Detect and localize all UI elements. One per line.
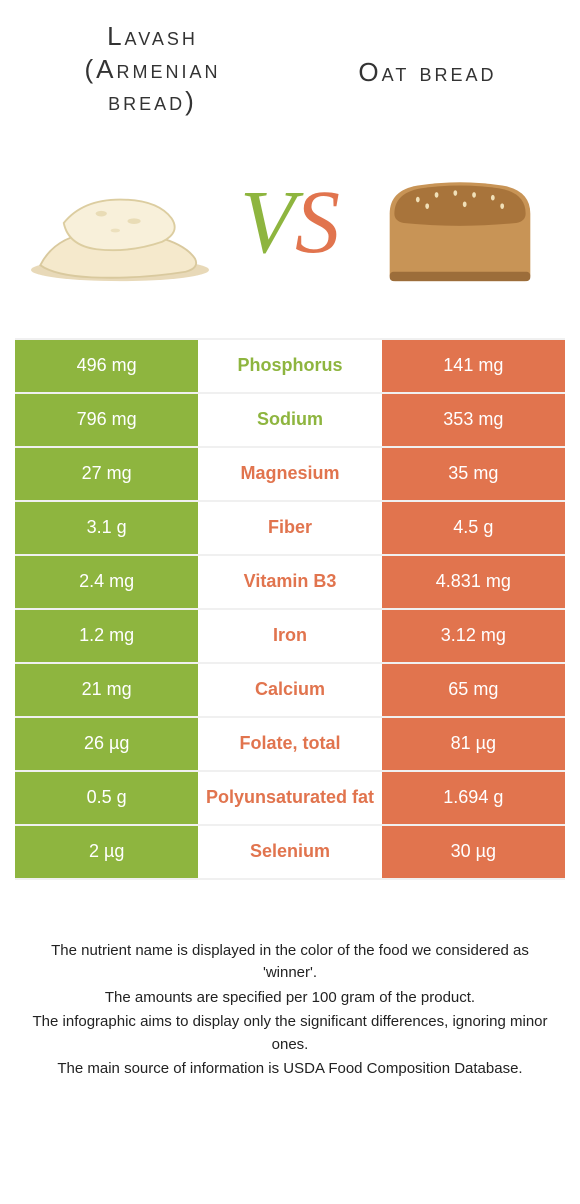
nutrient-table: 496 mgPhosphorus141 mg796 mgSodium353 mg… — [15, 338, 565, 880]
right-value: 1.694 g — [382, 772, 565, 824]
left-value: 26 µg — [15, 718, 198, 770]
nutrient-row: 3.1 gFiber4.5 g — [15, 502, 565, 556]
nutrient-name: Vitamin B3 — [198, 556, 381, 608]
vs-label: VS — [240, 178, 340, 268]
left-value: 21 mg — [15, 664, 198, 716]
right-value: 141 mg — [382, 340, 565, 392]
lavash-image — [20, 138, 220, 308]
nutrient-name: Sodium — [198, 394, 381, 446]
left-value: 1.2 mg — [15, 610, 198, 662]
right-value: 81 µg — [382, 718, 565, 770]
left-title-line1: Lavash — [107, 21, 198, 51]
right-food-title: Oat bread — [290, 20, 565, 89]
nutrient-row: 796 mgSodium353 mg — [15, 394, 565, 448]
right-value: 3.12 mg — [382, 610, 565, 662]
nutrient-row: 27 mgMagnesium35 mg — [15, 448, 565, 502]
right-value: 65 mg — [382, 664, 565, 716]
nutrient-name: Polyunsaturated fat — [198, 772, 381, 824]
left-title-line2: (Armenian — [84, 54, 220, 84]
nutrient-name: Folate, total — [198, 718, 381, 770]
nutrient-name: Fiber — [198, 502, 381, 554]
oat-bread-image — [360, 138, 560, 308]
left-value: 0.5 g — [15, 772, 198, 824]
images-row: VS — [15, 128, 565, 333]
left-value: 796 mg — [15, 394, 198, 446]
nutrient-row: 21 mgCalcium65 mg — [15, 664, 565, 718]
left-value: 3.1 g — [15, 502, 198, 554]
nutrient-row: 2.4 mgVitamin B34.831 mg — [15, 556, 565, 610]
nutrient-row: 1.2 mgIron3.12 mg — [15, 610, 565, 664]
header-titles: Lavash (Armenian bread) Oat bread — [15, 20, 565, 118]
left-value: 2 µg — [15, 826, 198, 878]
nutrient-row: 2 µgSelenium30 µg — [15, 826, 565, 880]
footnote-line: The main source of information is USDA F… — [25, 1058, 555, 1081]
vs-v: V — [240, 173, 295, 272]
nutrient-name: Phosphorus — [198, 340, 381, 392]
footnote-line: The infographic aims to display only the… — [25, 1011, 555, 1056]
nutrient-name: Selenium — [198, 826, 381, 878]
footnotes: The nutrient name is displayed in the co… — [15, 940, 565, 1081]
right-value: 4.831 mg — [382, 556, 565, 608]
right-value: 353 mg — [382, 394, 565, 446]
nutrient-name: Calcium — [198, 664, 381, 716]
oat-bread-icon — [365, 148, 555, 298]
left-food-title: Lavash (Armenian bread) — [15, 20, 290, 118]
nutrient-name: Magnesium — [198, 448, 381, 500]
nutrient-row: 496 mgPhosphorus141 mg — [15, 340, 565, 394]
nutrient-row: 26 µgFolate, total81 µg — [15, 718, 565, 772]
footnote-line: The amounts are specified per 100 gram o… — [25, 987, 555, 1010]
left-value: 496 mg — [15, 340, 198, 392]
left-value: 2.4 mg — [15, 556, 198, 608]
footnote-line: The nutrient name is displayed in the co… — [25, 940, 555, 985]
nutrient-row: 0.5 gPolyunsaturated fat1.694 g — [15, 772, 565, 826]
nutrient-name: Iron — [198, 610, 381, 662]
left-value: 27 mg — [15, 448, 198, 500]
left-title-line3: bread) — [108, 86, 197, 116]
right-value: 35 mg — [382, 448, 565, 500]
right-value: 30 µg — [382, 826, 565, 878]
right-value: 4.5 g — [382, 502, 565, 554]
lavash-icon — [25, 148, 215, 298]
vs-s: S — [295, 173, 340, 272]
